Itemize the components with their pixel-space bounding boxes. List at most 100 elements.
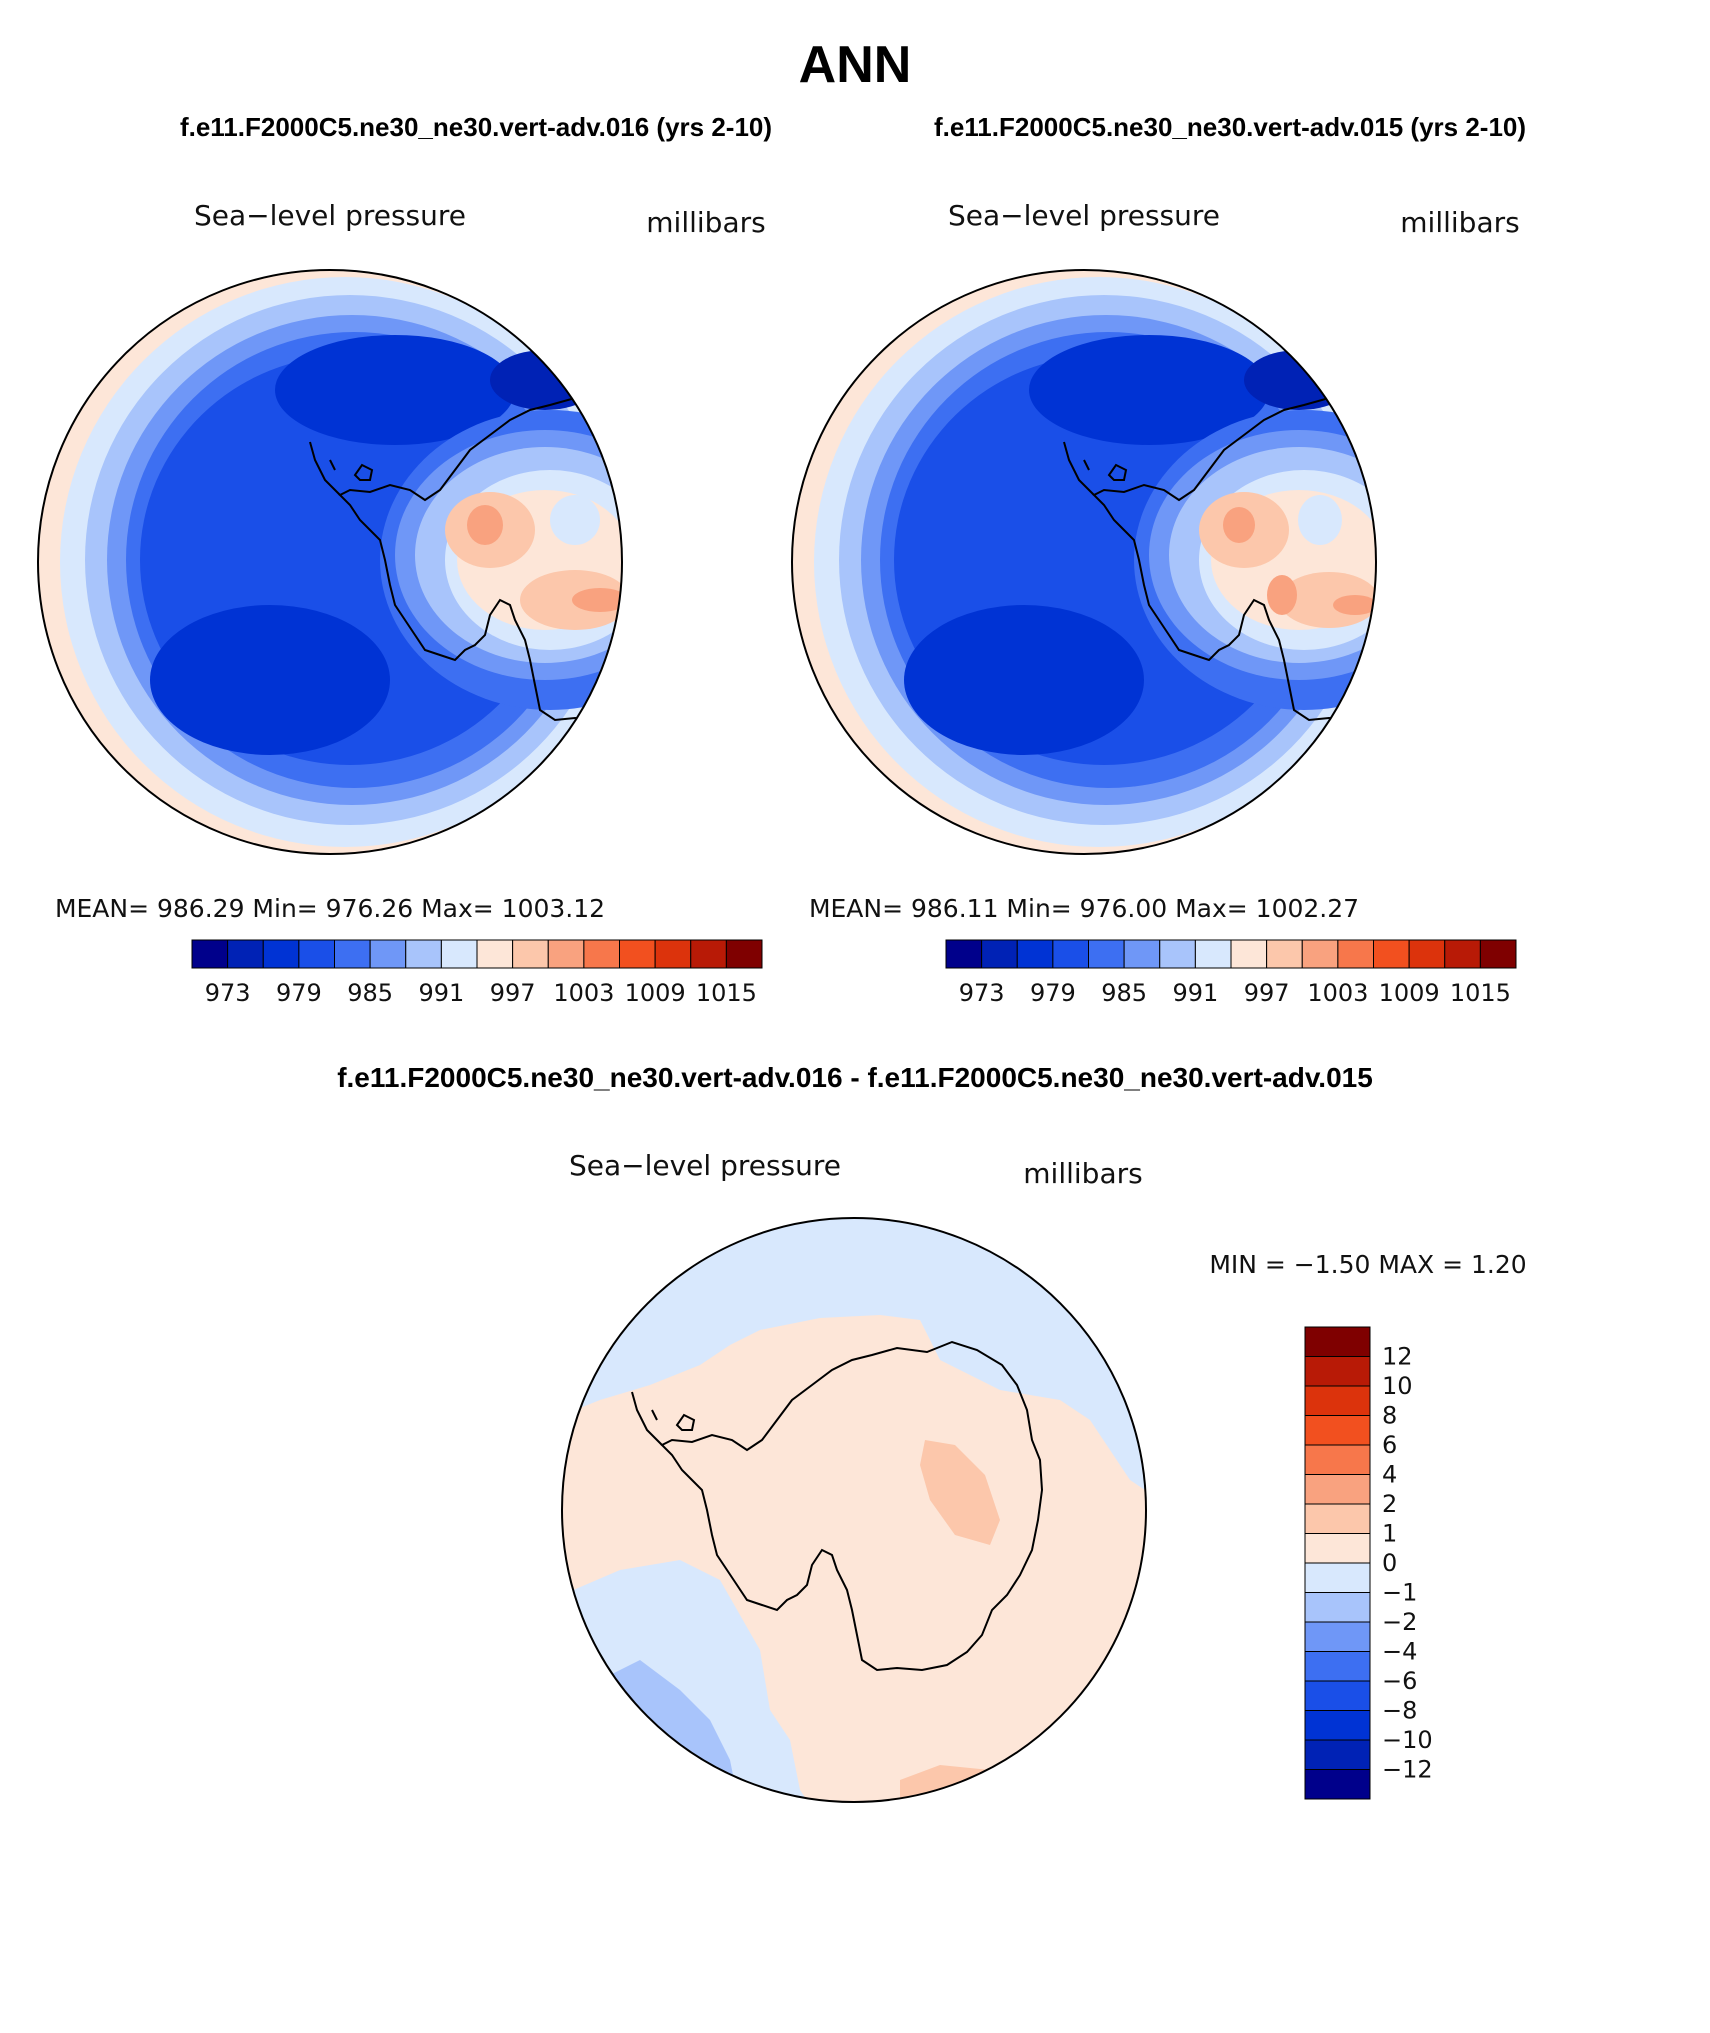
- left-stats: MEAN= 986.29 Min= 976.26 Max= 1003.12: [55, 894, 605, 923]
- left-colorbar-swatch: [583, 939, 620, 969]
- left-colorbar-swatch: [191, 939, 229, 969]
- left-colorbar: 973 979 985 991 997 1003 1009 1015: [191, 939, 763, 1007]
- diff-colorbar-tick-label: 6: [1382, 1431, 1397, 1459]
- left-colorbar-swatch: [476, 939, 514, 969]
- case-right-label: f.e11.F2000C5.ne30_ne30.vert-adv.015 (yr…: [934, 112, 1526, 142]
- left-colorbar-swatch: [369, 939, 407, 969]
- left-colorbar-tick-label: 997: [490, 979, 536, 1007]
- left-colorbar-swatch: [405, 939, 442, 969]
- left-colorbar-swatch: [227, 939, 264, 969]
- diff-colorbar-swatch: [1304, 1651, 1371, 1682]
- right-colorbar-swatch: [945, 939, 983, 969]
- right-colorbar-swatch: [1230, 939, 1268, 969]
- diff-colorbar-tick-label: 0: [1382, 1549, 1397, 1577]
- right-colorbar: 973 979 985 991 997 1003 1009 1015: [945, 939, 1517, 1007]
- right-map: [792, 270, 1376, 854]
- case-left-label: f.e11.F2000C5.ne30_ne30.vert-adv.016 (yr…: [180, 112, 772, 142]
- diff-colorbar-tick-label: −8: [1382, 1697, 1417, 1725]
- left-colorbar-tick-label: 1009: [625, 979, 686, 1007]
- left-colorbar-swatch: [690, 939, 727, 969]
- right-colorbar-tick-label: 991: [1172, 979, 1218, 1007]
- diff-map-border: [561, 1217, 1147, 1803]
- left-colorbar-swatch: [298, 939, 335, 969]
- diff-colorbar-tick-label: 1: [1382, 1520, 1397, 1548]
- left-colorbar-tick-label: 1015: [696, 979, 757, 1007]
- right-map-border: [791, 269, 1377, 855]
- left-map: [38, 270, 622, 854]
- diff-colorbar-tick-label: −6: [1382, 1667, 1417, 1695]
- diff-colorbar-swatch: [1304, 1326, 1371, 1357]
- left-colorbar-swatch: [334, 939, 371, 969]
- right-colorbar-swatch: [1159, 939, 1196, 969]
- diff-colorbar-tick-label: 8: [1382, 1402, 1397, 1430]
- right-colorbar-swatch: [1088, 939, 1125, 969]
- diff-colorbar-swatch: [1304, 1710, 1371, 1741]
- diff-colorbar-swatch: [1304, 1592, 1371, 1623]
- left-colorbar-swatch: [512, 939, 549, 969]
- left-variable-label: Sea−level pressure: [194, 199, 466, 232]
- right-colorbar-swatch: [1052, 939, 1089, 969]
- right-colorbar-swatch: [1373, 939, 1410, 969]
- left-colorbar-tick-label: 991: [418, 979, 464, 1007]
- diff-title: f.e11.F2000C5.ne30_ne30.vert-adv.016 - f…: [337, 1062, 1373, 1093]
- diff-colorbar-swatch: [1304, 1739, 1371, 1770]
- right-units-label: millibars: [1400, 206, 1519, 239]
- right-colorbar-tick-label: 1003: [1307, 979, 1368, 1007]
- diff-colorbar-tick-label: 12: [1382, 1343, 1413, 1371]
- right-colorbar-tick-label: 997: [1244, 979, 1290, 1007]
- right-colorbar-tick-label: 985: [1101, 979, 1147, 1007]
- diff-colorbar-swatch: [1304, 1415, 1371, 1446]
- right-colorbar-swatch: [1194, 939, 1232, 969]
- diff-minmax: MIN = −1.50 MAX = 1.20: [1209, 1250, 1526, 1279]
- right-colorbar-swatch: [1123, 939, 1161, 969]
- diff-variable-label: Sea−level pressure: [569, 1149, 841, 1182]
- diff-colorbar-swatch: [1304, 1356, 1371, 1387]
- diff-colorbar-swatch: [1304, 1769, 1371, 1800]
- diff-colorbar-tick-label: −1: [1382, 1579, 1417, 1607]
- right-colorbar-swatch: [1266, 939, 1303, 969]
- diff-colorbar-swatch: [1304, 1533, 1371, 1564]
- right-colorbar-swatch: [981, 939, 1018, 969]
- left-colorbar-swatch: [262, 939, 300, 969]
- diff-colorbar-swatch: [1304, 1444, 1371, 1475]
- diff-colorbar-tick-label: 2: [1382, 1490, 1397, 1518]
- diff-colorbar-swatch: [1304, 1680, 1371, 1711]
- right-stats: MEAN= 986.11 Min= 976.00 Max= 1002.27: [809, 894, 1359, 923]
- diff-colorbar-swatch: [1304, 1562, 1371, 1593]
- left-colorbar-swatch: [654, 939, 692, 969]
- left-colorbar-swatch: [725, 939, 763, 969]
- diff-colorbar-tick-label: 4: [1382, 1461, 1397, 1489]
- right-colorbar-swatch: [1408, 939, 1446, 969]
- diff-colorbar-tick-label: −2: [1382, 1608, 1417, 1636]
- left-colorbar-tick-label: 973: [205, 979, 251, 1007]
- diff-map: [562, 1218, 1146, 1802]
- right-variable-label: Sea−level pressure: [948, 199, 1220, 232]
- diff-colorbar-swatch: [1304, 1503, 1371, 1534]
- left-colorbar-swatch: [547, 939, 585, 969]
- diff-colorbar-swatch: [1304, 1474, 1371, 1505]
- right-colorbar-swatch: [1301, 939, 1339, 969]
- left-colorbar-swatch: [619, 939, 656, 969]
- right-colorbar-tick-label: 1009: [1379, 979, 1440, 1007]
- right-colorbar-swatch: [1016, 939, 1054, 969]
- diff-units-label: millibars: [1023, 1157, 1142, 1190]
- left-colorbar-swatch: [440, 939, 478, 969]
- left-colorbar-tick-label: 979: [276, 979, 322, 1007]
- diff-colorbar-tick-label: −12: [1382, 1756, 1433, 1784]
- left-units-label: millibars: [646, 206, 765, 239]
- right-colorbar-swatch: [1479, 939, 1517, 969]
- diff-colorbar-swatch: [1304, 1621, 1371, 1652]
- right-colorbar-tick-label: 979: [1030, 979, 1076, 1007]
- diff-colorbar-swatch: [1304, 1385, 1371, 1416]
- right-colorbar-tick-label: 1015: [1450, 979, 1511, 1007]
- right-colorbar-swatch: [1337, 939, 1374, 969]
- diff-colorbar-tick-label: −10: [1382, 1726, 1433, 1754]
- left-colorbar-tick-label: 985: [347, 979, 393, 1007]
- diff-colorbar-tick-label: −4: [1382, 1638, 1417, 1666]
- left-map-border: [37, 269, 623, 855]
- left-colorbar-tick-label: 1003: [553, 979, 614, 1007]
- right-colorbar-swatch: [1444, 939, 1481, 969]
- right-colorbar-tick-label: 973: [959, 979, 1005, 1007]
